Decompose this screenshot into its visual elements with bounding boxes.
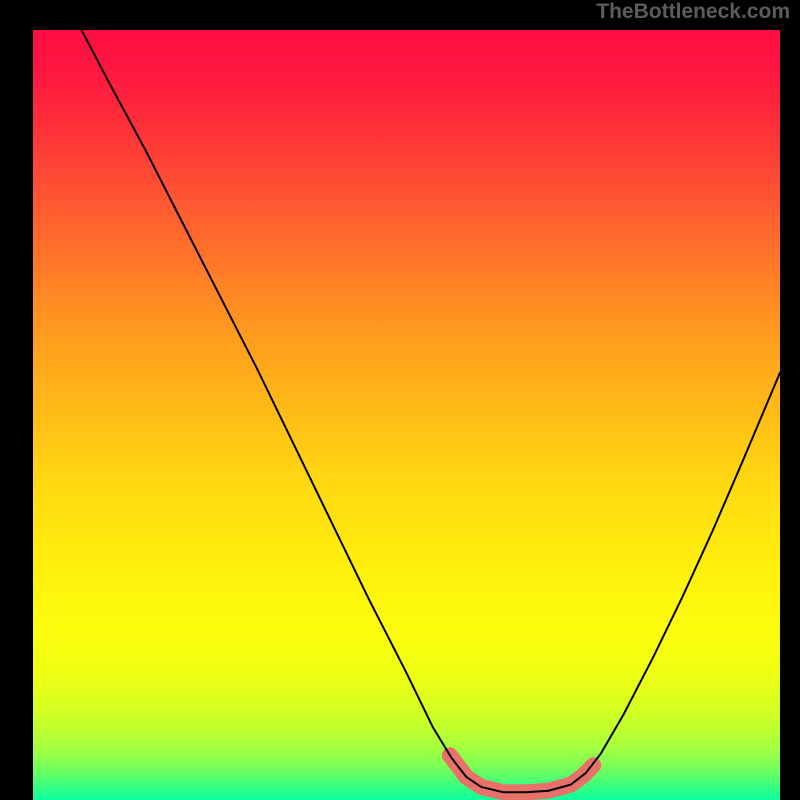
watermark-label: TheBottleneck.com — [596, 0, 790, 24]
plot-background — [33, 30, 780, 800]
plot-svg — [33, 30, 780, 800]
chart-container: TheBottleneck.com — [0, 0, 800, 800]
